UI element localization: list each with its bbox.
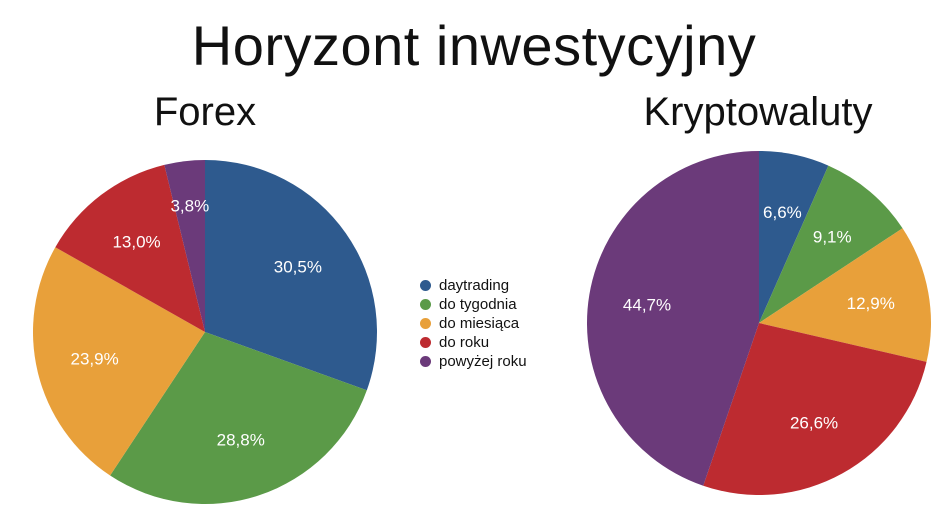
legend: daytrading do tygodnia do miesiąca do roku p… bbox=[420, 276, 527, 371]
crypto-slice-label: 9,1% bbox=[813, 227, 852, 246]
crypto-slice-label: 44,7% bbox=[623, 295, 671, 314]
legend-swatch bbox=[420, 299, 431, 310]
forex-pie: 30,5% 28,8% 23,9% 13,0% 3,8% bbox=[32, 160, 377, 504]
crypto-slice-label: 12,9% bbox=[847, 294, 895, 313]
legend-swatch bbox=[420, 280, 431, 291]
forex-slice-label: 3,8% bbox=[170, 197, 209, 216]
crypto-slice-label: 6,6% bbox=[763, 203, 802, 222]
forex-slice-do-roku bbox=[55, 164, 205, 332]
crypto-slice-daytrading bbox=[759, 151, 829, 323]
forex-slice-daytrading bbox=[205, 160, 377, 391]
forex-slice-label: 13,0% bbox=[112, 232, 160, 251]
legend-label: do miesiąca bbox=[439, 315, 520, 332]
legend-item: powyżej roku bbox=[420, 352, 527, 371]
legend-label: do tygodnia bbox=[439, 296, 517, 313]
crypto-slice-do-roku bbox=[703, 323, 927, 495]
crypto-slice-do-tygodnia bbox=[759, 165, 903, 323]
legend-swatch bbox=[420, 318, 431, 329]
legend-item: do tygodnia bbox=[420, 295, 527, 314]
crypto-slice-label: 26,6% bbox=[790, 413, 838, 432]
legend-item: do roku bbox=[420, 333, 527, 352]
crypto-slice-do-miesiąca bbox=[759, 228, 932, 362]
legend-label: powyżej roku bbox=[439, 353, 527, 370]
crypto-pie: 6,6% 9,1% 12,9% 26,6% 44,7% bbox=[587, 151, 932, 495]
forex-slice-label: 28,8% bbox=[217, 431, 265, 450]
forex-slice-powyżej-roku bbox=[164, 160, 205, 332]
forex-slice-do-miesiąca bbox=[32, 247, 205, 476]
legend-label: do roku bbox=[439, 334, 490, 351]
forex-slice-do-tygodnia bbox=[110, 332, 367, 504]
main-title: Horyzont inwestycyjny bbox=[191, 14, 757, 77]
legend-label: daytrading bbox=[439, 277, 510, 294]
crypto-chart-title: Kryptowaluty bbox=[643, 90, 873, 134]
legend-item: daytrading bbox=[420, 276, 527, 295]
legend-item: do miesiąca bbox=[420, 314, 527, 333]
forex-slice-label: 23,9% bbox=[71, 350, 119, 369]
crypto-slice-powyżej-roku bbox=[587, 151, 759, 486]
forex-chart-title: Forex bbox=[153, 90, 257, 134]
legend-swatch bbox=[420, 356, 431, 367]
legend-swatch bbox=[420, 337, 431, 348]
forex-slice-label: 30,5% bbox=[274, 258, 322, 277]
